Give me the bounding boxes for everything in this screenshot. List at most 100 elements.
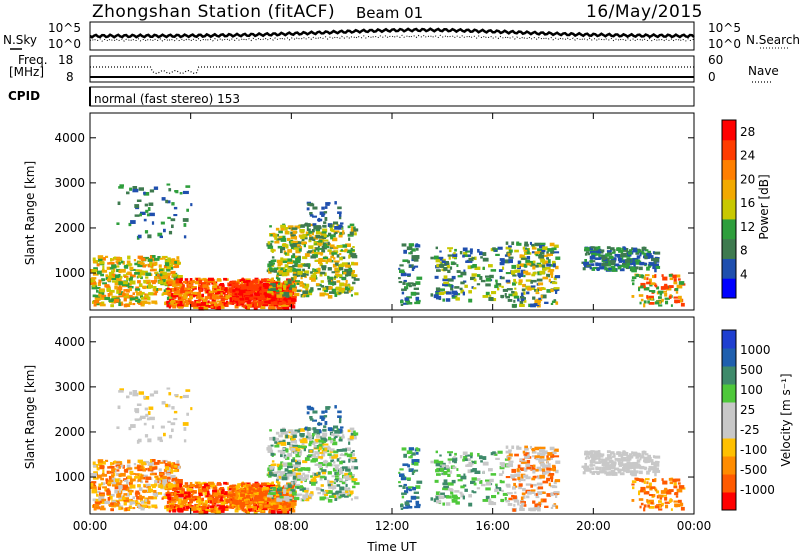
velocity-cell [334, 480, 336, 482]
velocity-cell [93, 465, 96, 467]
power-cell [598, 246, 601, 249]
power-cell [354, 278, 360, 281]
velocity-cell [309, 450, 312, 453]
velocity-cell [468, 494, 472, 497]
velocity-cell [348, 442, 350, 445]
velocity-cell [408, 456, 411, 458]
velocity-cell [158, 492, 162, 495]
velocity-cell [112, 484, 117, 486]
velocity-cell [301, 481, 303, 483]
velocity-cell [287, 453, 292, 457]
power-data-cells [90, 184, 685, 311]
power-cell [155, 272, 158, 274]
velocity-cell [124, 502, 127, 505]
velocity-cell [139, 495, 142, 498]
power-cell [450, 287, 453, 290]
velocity-cell [403, 454, 407, 458]
power-cell [663, 291, 667, 293]
velocity-cell [259, 491, 261, 495]
power-cell [129, 267, 133, 270]
velocity-cell [118, 406, 121, 410]
power-cell [207, 293, 212, 296]
velocity-cell [126, 396, 130, 399]
power-cell [664, 293, 667, 297]
power-cell [350, 224, 355, 226]
power-cell [640, 283, 645, 286]
cpid-strip: CPID normal (fast stereo) 153 [8, 87, 694, 106]
velocity-cell [290, 448, 295, 451]
power-cell [140, 263, 143, 266]
velocity-cell [509, 454, 513, 457]
power-cell [260, 294, 263, 297]
power-cell [116, 222, 119, 225]
velocity-cell [325, 406, 330, 410]
velocity-cell [220, 499, 224, 501]
velocity-cell [399, 485, 402, 487]
velocity-cell [302, 494, 308, 498]
power-cell [148, 258, 153, 261]
velocity-cell [351, 478, 356, 480]
velocity-cell [277, 477, 279, 480]
power-cell [447, 270, 450, 273]
power-cell [555, 290, 557, 294]
power-cell [639, 267, 643, 271]
power-cell [520, 254, 523, 257]
velocity-cell [165, 404, 168, 407]
velocity-cell [265, 497, 268, 500]
velocity-cell [456, 501, 460, 504]
power-cell [430, 257, 434, 260]
velocity-cell [254, 506, 257, 510]
power-cell [479, 251, 483, 255]
power-cell [416, 248, 419, 251]
velocity-cell [416, 501, 420, 505]
power-cell [323, 221, 326, 224]
power-cell [317, 288, 321, 290]
power-cell [172, 284, 176, 287]
velocity-cell [439, 455, 441, 457]
power-cell [626, 263, 630, 265]
power-colorbar-segment [722, 219, 736, 239]
power-cell [538, 255, 544, 259]
velocity-cell [406, 506, 412, 508]
power-cell [142, 300, 147, 303]
velocity-cell [287, 471, 292, 473]
power-cell [112, 278, 117, 280]
freq-panel: 18 8 60 0 Freq. [MHz] Nave [9, 53, 779, 84]
power-cell [400, 300, 404, 303]
power-cell [297, 271, 303, 275]
power-cell [512, 275, 516, 277]
power-cell [662, 274, 664, 277]
power-cell [440, 289, 445, 291]
velocity-cell [207, 504, 209, 507]
velocity-cell [491, 473, 497, 476]
power-colorbar-segment [722, 278, 736, 298]
power-cell [291, 237, 297, 240]
power-cell [498, 247, 503, 250]
power-cell [118, 262, 121, 265]
power-cell [329, 291, 334, 294]
velocity-cell [544, 506, 548, 508]
power-cell [555, 301, 558, 304]
velocity-cell [145, 434, 148, 437]
power-cell [465, 261, 469, 263]
velocity-cell [147, 438, 151, 442]
power-cell [454, 286, 459, 289]
power-cell [176, 280, 180, 284]
velocity-cell [251, 498, 253, 500]
power-cell [280, 250, 283, 253]
power-cell [287, 270, 293, 273]
velocity-cell [483, 471, 485, 474]
power-cell [293, 230, 297, 234]
power-cell [185, 278, 189, 281]
velocity-cell [480, 460, 483, 462]
velocity-cell [252, 490, 257, 492]
power-colorbar-segment [722, 160, 736, 180]
power-colorbar-tick: 16 [740, 196, 755, 210]
power-cell [337, 245, 343, 248]
power-cell [416, 244, 419, 247]
power-cell [185, 291, 190, 293]
power-cell [245, 297, 249, 300]
power-cell [169, 231, 172, 234]
power-cell [608, 268, 612, 270]
power-cell [643, 303, 645, 307]
